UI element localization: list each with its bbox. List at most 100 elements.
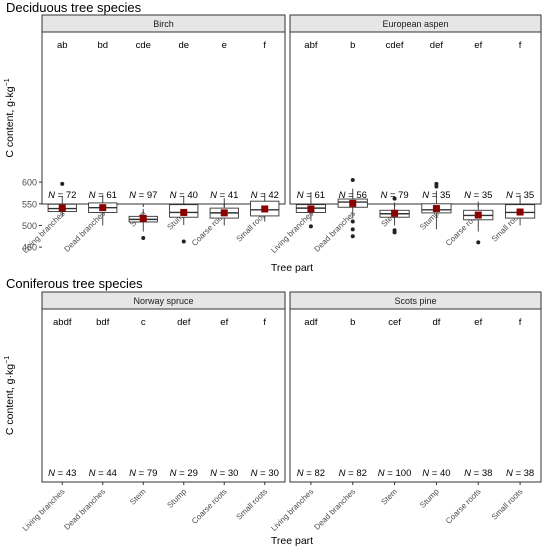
sample-size-value: 44 bbox=[106, 468, 117, 479]
sample-size-prefix: N bbox=[464, 468, 471, 479]
sample-size-value: 41 bbox=[228, 190, 239, 201]
panel-frame bbox=[41, 31, 286, 205]
group-title-1: Coniferous tree species bbox=[6, 276, 143, 291]
x-tick-label: Dead branches bbox=[62, 487, 107, 532]
significance-letter: ef bbox=[474, 40, 482, 51]
sample-size-eq: = bbox=[471, 468, 482, 479]
mean-marker bbox=[180, 208, 188, 216]
sample-size-label: N = 61 bbox=[89, 190, 117, 201]
outlier-point bbox=[308, 224, 313, 229]
sample-size-value: 61 bbox=[314, 190, 325, 201]
sample-size-eq: = bbox=[136, 468, 147, 479]
sample-size-eq: = bbox=[345, 190, 356, 201]
sample-size-value: 40 bbox=[187, 190, 198, 201]
significance-letter: adf bbox=[304, 317, 318, 328]
x-tick-label: Dead branches bbox=[312, 209, 357, 254]
sample-size-value: 29 bbox=[187, 468, 198, 479]
sample-size-prefix: N bbox=[251, 468, 258, 479]
sample-size-prefix: N bbox=[251, 190, 258, 201]
significance-letter: abf bbox=[304, 40, 318, 51]
sample-size-prefix: N bbox=[210, 468, 217, 479]
sample-size-value: 42 bbox=[268, 190, 279, 201]
x-tick-label: Living branches bbox=[269, 487, 315, 533]
significance-letter: cef bbox=[388, 317, 401, 328]
sample-size-label: N = 29 bbox=[170, 468, 198, 479]
sample-size-prefix: N bbox=[48, 468, 55, 479]
x-tick-label: Coarse roots bbox=[190, 487, 229, 526]
sample-size-value: 72 bbox=[66, 190, 77, 201]
significance-letter: ef bbox=[474, 317, 482, 328]
sample-size-label: N = 40 bbox=[170, 190, 198, 201]
sample-size-value: 40 bbox=[440, 468, 451, 479]
sample-size-prefix: N bbox=[422, 468, 429, 479]
sample-size-value: 82 bbox=[314, 468, 325, 479]
sample-size-prefix: N bbox=[297, 190, 304, 201]
facet-strip-label: European aspen bbox=[382, 19, 448, 29]
y-axis-title-superscript: −1 bbox=[4, 356, 11, 364]
sample-size-label: N = 38 bbox=[506, 468, 534, 479]
significance-letter: ef bbox=[220, 317, 228, 328]
sample-size-value: 82 bbox=[356, 468, 367, 479]
sample-size-value: 97 bbox=[147, 190, 158, 201]
significance-letter: b bbox=[350, 40, 355, 51]
mean-marker bbox=[261, 205, 269, 213]
facet-strip-label: Birch bbox=[153, 19, 174, 29]
sample-size-eq: = bbox=[429, 468, 440, 479]
sample-size-prefix: N bbox=[378, 468, 385, 479]
sample-size-eq: = bbox=[385, 468, 396, 479]
mean-marker bbox=[139, 215, 147, 223]
sample-size-eq: = bbox=[95, 468, 106, 479]
sample-size-eq: = bbox=[176, 468, 187, 479]
sample-size-prefix: N bbox=[339, 190, 346, 201]
significance-letter: cde bbox=[136, 40, 151, 51]
sample-size-value: 35 bbox=[440, 190, 451, 201]
x-tick-label: Stump bbox=[165, 487, 188, 510]
sample-size-value: 79 bbox=[398, 190, 409, 201]
mean-marker bbox=[58, 204, 66, 212]
sample-size-eq: = bbox=[429, 190, 440, 201]
x-axis-title: Tree part bbox=[271, 262, 313, 274]
mean-marker bbox=[516, 208, 524, 216]
y-axis-title: C content, g·kg−1 bbox=[4, 78, 16, 157]
x-tick-label: Coarse roots bbox=[444, 487, 483, 526]
sample-size-label: N = 97 bbox=[129, 190, 157, 201]
significance-letter: f bbox=[263, 40, 266, 51]
sample-size-label: N = 72 bbox=[48, 190, 76, 201]
sample-size-prefix: N bbox=[506, 190, 513, 201]
significance-letter: f bbox=[519, 40, 522, 51]
sample-size-label: N = 82 bbox=[339, 468, 367, 479]
sample-size-eq: = bbox=[217, 190, 228, 201]
significance-letter: f bbox=[519, 317, 522, 328]
sample-size-label: N = 35 bbox=[506, 190, 534, 201]
sample-size-eq: = bbox=[217, 468, 228, 479]
y-axis-title-text: C content, g·kg bbox=[4, 364, 16, 435]
sample-size-eq: = bbox=[513, 468, 524, 479]
sample-size-label: N = 40 bbox=[422, 468, 450, 479]
sample-size-value: 61 bbox=[106, 190, 117, 201]
sample-size-prefix: N bbox=[506, 468, 513, 479]
sample-size-eq: = bbox=[257, 468, 268, 479]
significance-letter: bdf bbox=[96, 317, 110, 328]
significance-letter: c bbox=[141, 317, 146, 328]
outlier-point bbox=[350, 177, 355, 182]
outlier-point bbox=[181, 239, 186, 244]
sample-size-label: N = 35 bbox=[464, 190, 492, 201]
mean-marker bbox=[432, 205, 440, 213]
group-title-0: Deciduous tree species bbox=[6, 0, 142, 15]
mean-marker bbox=[307, 205, 315, 213]
sample-size-value: 43 bbox=[66, 468, 77, 479]
y-tick-label: 600 bbox=[22, 178, 37, 188]
x-tick-label: Living branches bbox=[21, 487, 67, 533]
sample-size-eq: = bbox=[471, 190, 482, 201]
mean-marker bbox=[474, 211, 482, 219]
sample-size-prefix: N bbox=[89, 190, 96, 201]
significance-letter: b bbox=[350, 317, 355, 328]
sample-size-prefix: N bbox=[129, 468, 136, 479]
significance-letter: de bbox=[178, 40, 189, 51]
outlier-point bbox=[60, 181, 65, 186]
outlier-point bbox=[392, 230, 397, 235]
significance-letter: abdf bbox=[53, 317, 72, 328]
sample-size-label: N = 79 bbox=[380, 190, 408, 201]
y-axis-title-superscript: −1 bbox=[4, 78, 11, 86]
